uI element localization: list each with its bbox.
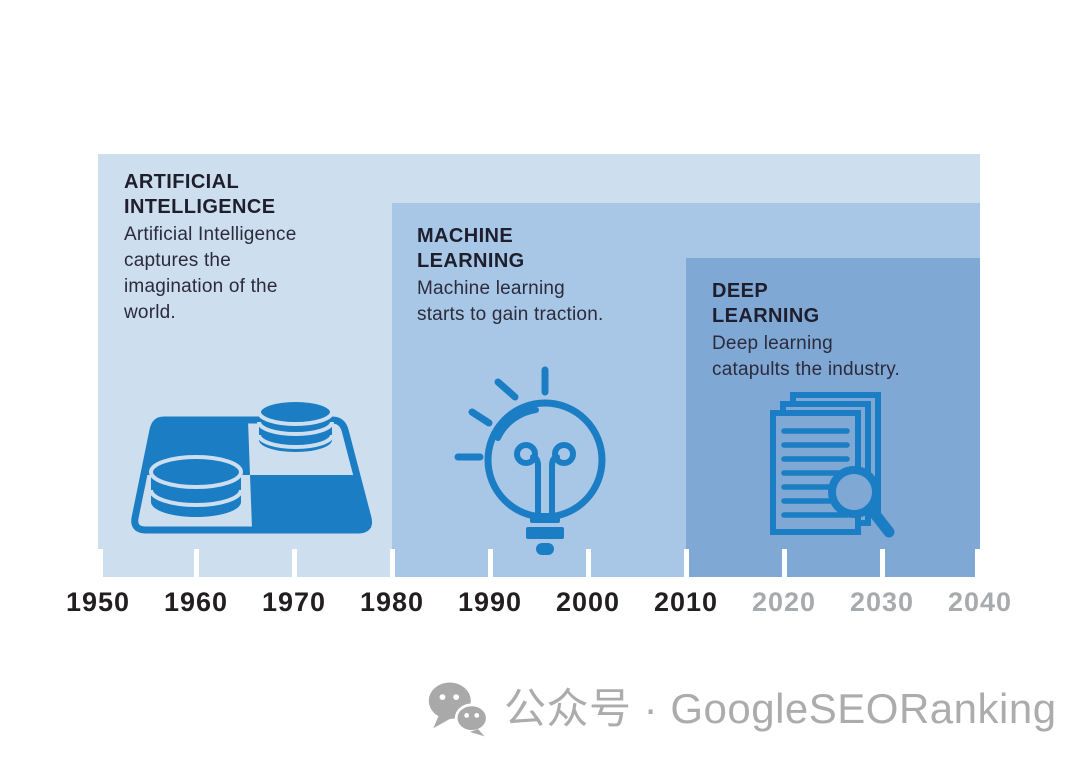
era-heading-artificial-intelligence: ARTIFICIAL INTELLIGENCE — [124, 171, 276, 218]
era-body-machine-learning: Machine learning starts to gain traction… — [417, 278, 604, 325]
tick-1990 — [488, 549, 493, 577]
tick-2040 — [975, 549, 980, 577]
watermark: 公众号 · GoogleSEORanking — [426, 680, 1057, 738]
year-label-1960: 1960 — [163, 587, 229, 617]
tick-2000 — [586, 549, 591, 577]
year-label-1990: 1990 — [457, 587, 523, 617]
tick-1960 — [194, 549, 199, 577]
wechat-icon — [428, 682, 489, 737]
tick-1950 — [98, 549, 103, 577]
year-label-2020: 2020 — [751, 587, 817, 617]
checkers-board-icon — [131, 398, 372, 534]
era-heading-deep-learning: DEEP LEARNING — [712, 280, 820, 327]
year-label-2030: 2030 — [849, 587, 915, 617]
watermark-text: 公众号 · GoogleSEORanking — [504, 685, 1057, 732]
year-label-1980: 1980 — [359, 587, 425, 617]
era-body-deep-learning: Deep learning catapults the industry. — [712, 333, 901, 380]
documents-magnifier-icon — [770, 392, 895, 538]
year-label-2040: 2040 — [947, 587, 1013, 617]
tick-2020 — [782, 549, 787, 577]
year-label-2000: 2000 — [555, 587, 621, 617]
tick-1970 — [292, 549, 297, 577]
era-heading-machine-learning: MACHINE LEARNING — [417, 225, 525, 272]
tick-2010 — [684, 549, 689, 577]
lightbulb-icon — [454, 366, 606, 555]
year-label-1950: 1950 — [65, 587, 131, 617]
era-body-artificial-intelligence: Artificial Intelligence captures the ima… — [124, 224, 297, 323]
tick-1980 — [390, 549, 395, 577]
year-label-2010: 2010 — [653, 587, 719, 617]
tick-2030 — [880, 549, 885, 577]
year-label-1970: 1970 — [261, 587, 327, 617]
